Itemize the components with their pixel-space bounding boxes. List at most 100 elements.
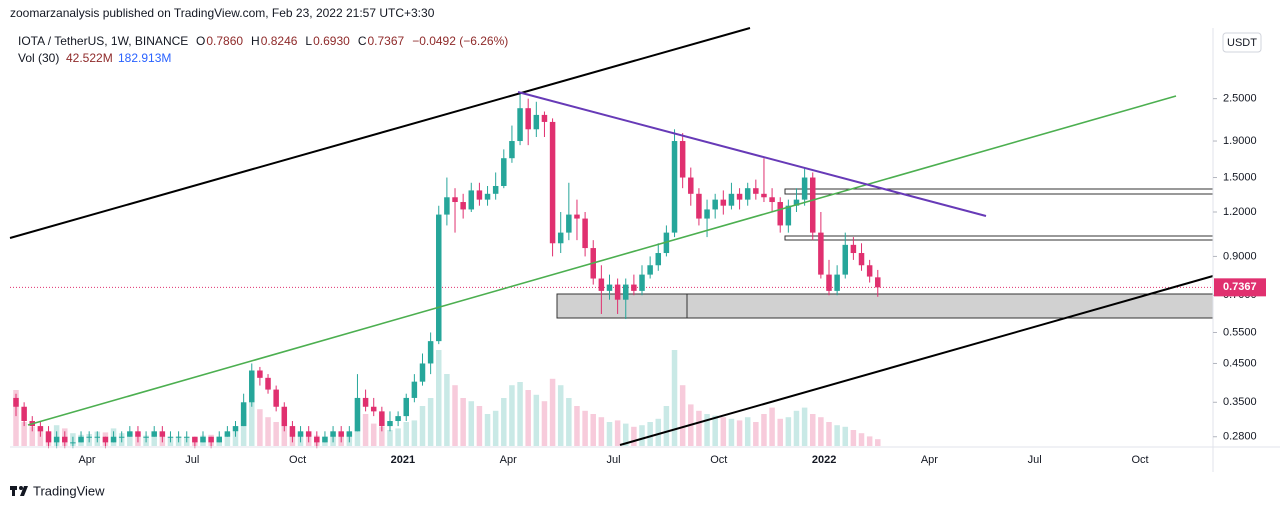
candle-body [94,436,101,438]
candle-body [143,436,149,438]
volume-bar [631,426,637,446]
candle-body [533,114,540,130]
candle-body [45,431,52,443]
candle-body [785,205,792,226]
candle-body [62,436,68,443]
candle-body [606,284,613,291]
volume-bar [842,426,849,446]
volume-bar [663,406,670,446]
volume-bar [761,414,767,446]
candle-body [809,177,816,233]
volume-bar [379,426,385,446]
volume-bar [273,422,279,446]
candle-body [484,193,491,200]
volume-bar [436,350,442,446]
candle-body [330,431,336,437]
volume-bar [476,406,483,446]
candle-body [460,202,466,210]
candle-body [826,274,832,291]
volume-bar [484,414,491,446]
currency-button[interactable] [1222,32,1262,53]
legend: IOTA / TetherUS, 1W, BINANCE O 0.7860 H 0.8… [18,34,508,65]
candle-body [70,442,76,444]
volume-bar [265,417,271,446]
candle-body [354,397,361,432]
candle-body [582,218,588,249]
volume-bar [785,417,792,446]
candle-body [135,431,141,437]
volume-bar [525,390,531,446]
candle-body [614,284,621,300]
candle-body [118,436,125,438]
candle-body [387,421,393,427]
candle-body [78,436,84,443]
candle-body [232,426,239,432]
candle-body [744,188,751,200]
candle-body [753,188,759,194]
volume-bar [850,430,857,446]
candle-body [598,278,605,291]
candle-body [704,209,710,219]
volume-bar [232,431,239,446]
volume-bar [753,422,759,446]
candle-body [875,277,881,288]
candle-body [468,190,475,210]
candle-body [322,436,328,443]
candle-body [216,436,222,443]
candle-body [370,406,377,412]
candle-body [671,141,678,233]
volume-bar [387,430,393,446]
candle-body [818,232,824,275]
logo-mark [20,486,28,496]
candle-body [175,436,182,438]
candle-body [444,197,450,215]
volume-bar [720,417,727,446]
price-tick-label: 1.9000 [1223,135,1257,147]
volume-bar [370,423,377,446]
time-tick-label: Oct [710,454,727,466]
candle-body [509,141,515,159]
candle-body [110,436,117,443]
candle-body [419,363,426,382]
candle-body [13,397,19,407]
price-tick-label: 1.5000 [1223,171,1257,183]
volume-bar [557,385,564,446]
volume-bar [240,414,247,446]
currency[interactable]: USDT [1227,37,1257,49]
candle-body [566,214,572,233]
volume-bar [281,425,288,446]
volume-bar [858,433,865,446]
volume-bar [704,414,710,446]
candle-body [159,431,166,437]
candle-body [541,114,548,122]
last-price-label: 0.7367 [1223,281,1257,293]
candle-body [801,177,808,200]
candle-body [257,370,263,378]
volume-bar [639,425,645,446]
footer-brand: TradingView [33,483,105,498]
ohlc-value: 0.8246 [261,34,298,48]
candle-body [623,284,629,300]
candle-body [224,431,231,437]
candle-body [305,431,312,437]
candle-body [208,436,214,443]
candle-body [728,193,735,206]
candle-body [712,199,718,210]
price-tick-label: 0.2800 [1223,431,1257,443]
candle-body [273,389,279,407]
candle-body [688,177,694,194]
candle-body [151,431,157,437]
logo-mark [19,486,23,490]
volume-bar [582,410,588,446]
volume-bar [566,398,572,446]
candle-body [436,214,442,342]
time-tick-label: Jul [606,454,620,466]
volume-bar [411,420,418,446]
volume-bar [452,385,458,446]
candle-body [557,232,564,244]
volume-bar [655,418,662,446]
time-tick-label: Jul [1028,454,1042,466]
candle-body [492,185,499,194]
